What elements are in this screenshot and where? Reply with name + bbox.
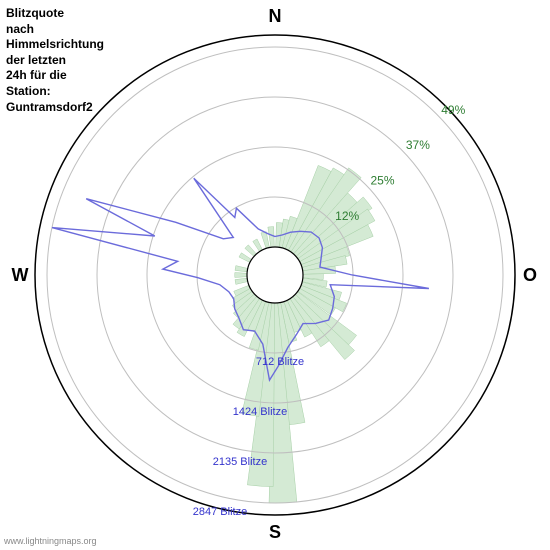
bar-sector xyxy=(239,253,252,263)
cardinal-label: S xyxy=(269,522,281,542)
count-ring-label: 2847 Blitze xyxy=(193,506,247,518)
pct-ring-label: 12% xyxy=(335,209,359,223)
attribution-text: www.lightningmaps.org xyxy=(4,536,97,546)
cardinal-label: O xyxy=(523,265,537,285)
bar-sector xyxy=(253,239,263,252)
cardinal-label: W xyxy=(12,265,29,285)
bar-sector xyxy=(235,278,248,284)
cardinal-label: N xyxy=(269,6,282,26)
count-ring-label: 712 Blitze xyxy=(256,356,304,368)
bar-sector xyxy=(245,245,257,257)
pct-ring-label: 37% xyxy=(406,138,430,152)
chart-title: Blitzquote nach Himmelsrichtung der letz… xyxy=(6,6,104,115)
pct-ring-label: 25% xyxy=(371,173,395,187)
count-ring-label: 1424 Blitze xyxy=(233,406,287,418)
count-ring-label: 2135 Blitze xyxy=(213,456,267,468)
bar-sector xyxy=(235,266,248,272)
center-hole xyxy=(247,247,303,303)
bar-sector xyxy=(235,273,247,278)
pct-ring-label: 49% xyxy=(441,103,465,117)
